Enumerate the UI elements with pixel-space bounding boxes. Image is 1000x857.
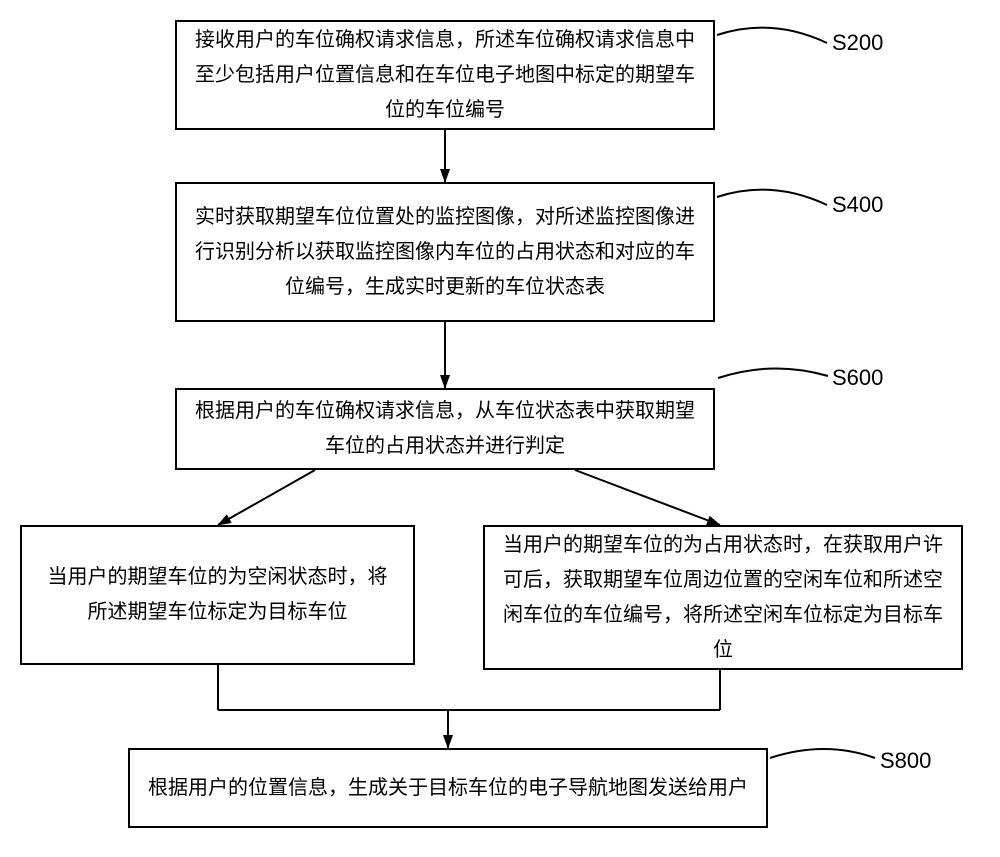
node-s800-text: 根据用户的位置信息，生成关于目标车位的电子导航地图发送给用户 xyxy=(148,771,748,806)
label-s800: S800 xyxy=(880,748,931,774)
label-s600: S600 xyxy=(832,365,883,391)
node-s200-text: 接收用户的车位确权请求信息，所述车位确权请求信息中至少包括用户位置信息和在车位电… xyxy=(195,23,695,128)
node-s800: 根据用户的位置信息，生成关于目标车位的电子导航地图发送给用户 xyxy=(128,748,768,828)
node-s600: 根据用户的车位确权请求信息，从车位状态表中获取期望车位的占用状态并进行判定 xyxy=(175,388,715,470)
node-left: 当用户的期望车位的为空闲状态时，将所述期望车位标定为目标车位 xyxy=(20,525,415,665)
label-s200: S200 xyxy=(832,30,883,56)
node-right-text: 当用户的期望车位的为占用状态时，在获取用户许可后，获取期望车位周边位置的空闲车位… xyxy=(503,528,943,668)
node-left-text: 当用户的期望车位的为空闲状态时，将所述期望车位标定为目标车位 xyxy=(40,560,395,630)
node-s400-text: 实时获取期望车位位置处的监控图像，对所述监控图像进行识别分析以获取监控图像内车位… xyxy=(195,200,695,305)
label-s400: S400 xyxy=(832,192,883,218)
node-right: 当用户的期望车位的为占用状态时，在获取用户许可后，获取期望车位周边位置的空闲车位… xyxy=(483,525,963,670)
node-s400: 实时获取期望车位位置处的监控图像，对所述监控图像进行识别分析以获取监控图像内车位… xyxy=(175,182,715,322)
node-s200: 接收用户的车位确权请求信息，所述车位确权请求信息中至少包括用户位置信息和在车位电… xyxy=(175,20,715,130)
node-s600-text: 根据用户的车位确权请求信息，从车位状态表中获取期望车位的占用状态并进行判定 xyxy=(195,394,695,464)
